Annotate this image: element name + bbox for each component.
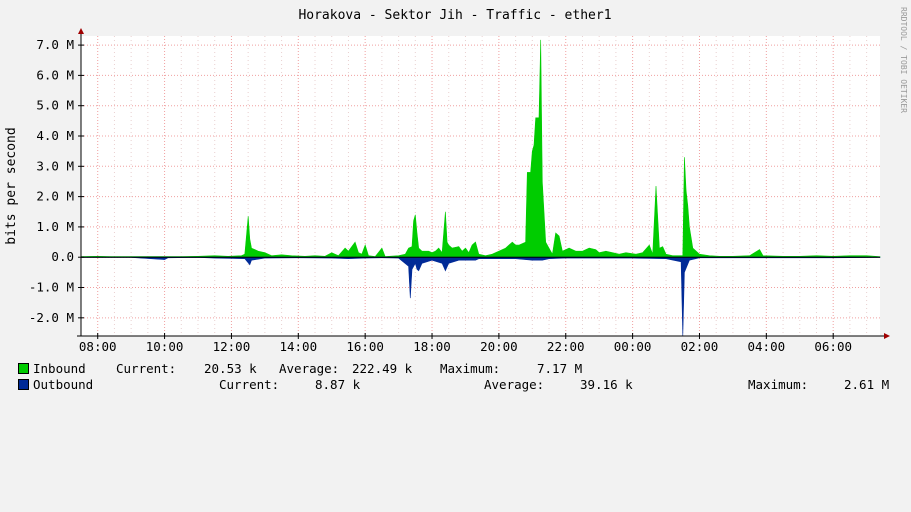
inbound-maximum-label: Maximum: <box>440 361 501 376</box>
inbound-average-value: 222.49 k <box>352 361 413 376</box>
y-tick-label: 1.0 M <box>36 219 74 234</box>
outbound-maximum-label: Maximum: <box>748 377 809 392</box>
x-tick-label: 14:00 <box>279 339 317 354</box>
y-tick-label: 7.0 M <box>36 37 74 52</box>
x-tick-label: 08:00 <box>79 339 117 354</box>
y-tick-label: 6.0 M <box>36 67 74 82</box>
x-axis-arrow <box>884 333 890 339</box>
x-tick-label: 20:00 <box>480 339 518 354</box>
inbound-maximum-value: 7.17 M <box>537 361 583 376</box>
inbound-average-label: Average: <box>279 361 340 376</box>
inbound-name: Inbound <box>33 361 86 376</box>
y-tick-label: -2.0 M <box>29 310 74 325</box>
y-tick-label: 4.0 M <box>36 128 74 143</box>
series-inbound-area <box>80 39 881 258</box>
inbound-current-value: 20.53 k <box>204 361 257 376</box>
x-tick-label: 16:00 <box>346 339 384 354</box>
legend-inbound: Inbound Current: 20.53 k Average: 222.49… <box>0 361 911 376</box>
y-axis-arrow <box>78 28 84 34</box>
outbound-average-label: Average: <box>484 377 545 392</box>
y-tick-label: 2.0 M <box>36 189 74 204</box>
outbound-average-value: 39.16 k <box>580 377 633 392</box>
y-axis-label: bits per second <box>4 127 19 244</box>
outbound-maximum-value: 2.61 M <box>844 377 890 392</box>
y-tick-label: 5.0 M <box>36 98 74 113</box>
x-tick-label: 02:00 <box>681 339 719 354</box>
y-tick-label: 3.0 M <box>36 158 74 173</box>
y-tick-label: 0.0 <box>51 249 74 264</box>
series-outbound-area <box>80 256 881 337</box>
x-tick-label: 22:00 <box>547 339 585 354</box>
inbound-swatch <box>18 363 29 374</box>
x-tick-label: 06:00 <box>814 339 852 354</box>
x-tick-label: 10:00 <box>146 339 184 354</box>
x-tick-label: 04:00 <box>748 339 786 354</box>
traffic-chart: Horakova - Sektor Jih - Traffic - ether1… <box>4 7 908 354</box>
legend-outbound: Outbound Current: 8.87 k Average: 39.16 … <box>0 377 911 392</box>
x-tick-label: 18:00 <box>413 339 451 354</box>
plot-area <box>81 36 880 336</box>
outbound-current-label: Current: <box>219 377 280 392</box>
x-tick-label: 12:00 <box>213 339 251 354</box>
y-tick-label: -1.0 M <box>29 280 74 295</box>
x-tick-label: 00:00 <box>614 339 652 354</box>
outbound-name: Outbound <box>33 377 94 392</box>
outbound-swatch <box>18 379 29 390</box>
inbound-current-label: Current: <box>116 361 177 376</box>
rrdtool-watermark: RRDTOOL / TOBI OETIKER <box>899 7 908 113</box>
chart-title: Horakova - Sektor Jih - Traffic - ether1 <box>298 8 611 23</box>
outbound-current-value: 8.87 k <box>315 377 361 392</box>
